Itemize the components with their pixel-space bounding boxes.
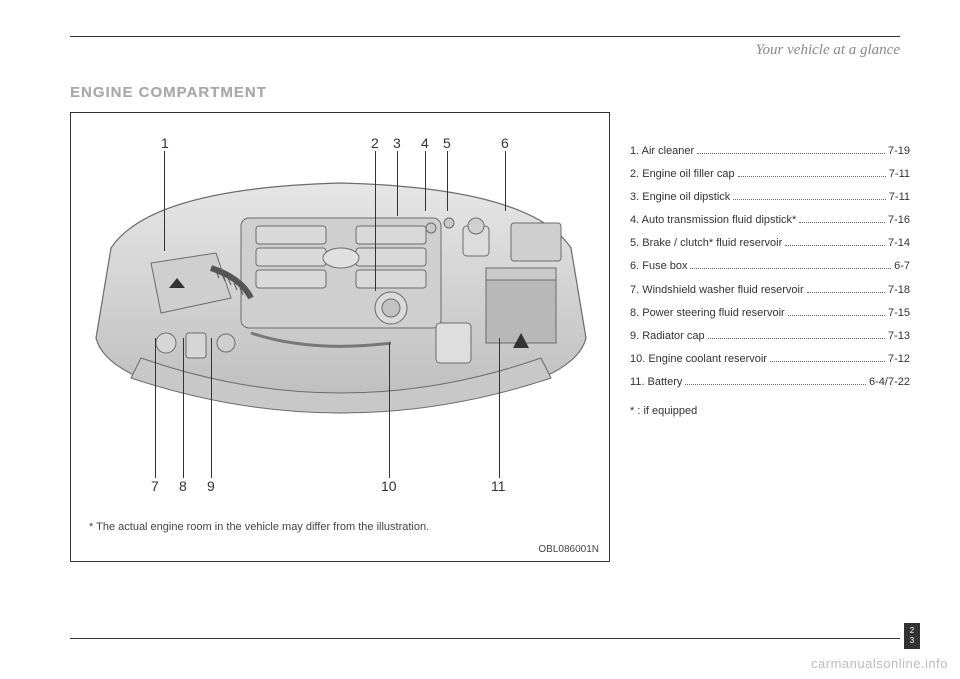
- dot-leader: [697, 153, 885, 154]
- dot-leader: [799, 222, 885, 223]
- callout-8: 8: [179, 478, 187, 494]
- list-item: 4. Auto transmission fluid dipstick* 7-16: [630, 209, 910, 232]
- list-item: 5. Brake / clutch* fluid reservoir 7-14: [630, 232, 910, 255]
- section-label: Your vehicle at a glance: [756, 42, 900, 59]
- callout-6: 6: [501, 135, 509, 151]
- leader-line: [211, 338, 212, 478]
- list-label: 11. Battery: [630, 371, 682, 394]
- dot-leader: [785, 245, 885, 246]
- list-item: 8. Power steering fluid reservoir 7-15: [630, 302, 910, 325]
- list-page: 7-12: [888, 348, 910, 371]
- list-page: 7-11: [889, 186, 910, 209]
- list-page: 7-14: [888, 232, 910, 255]
- leader-line: [375, 151, 376, 291]
- list-label: 8. Power steering fluid reservoir: [630, 302, 785, 325]
- list-item: 6. Fuse box 6-7: [630, 255, 910, 278]
- section-title: ENGINE COMPARTMENT: [70, 84, 267, 101]
- list-label: 7. Windshield washer fluid reservoir: [630, 279, 804, 302]
- header-rule: [70, 36, 900, 37]
- leader-line: [164, 151, 165, 251]
- list-label: 9. Radiator cap: [630, 325, 705, 348]
- callout-5: 5: [443, 135, 451, 151]
- leader-line: [499, 338, 500, 478]
- list-item: 9. Radiator cap 7-13: [630, 325, 910, 348]
- footer-rule: [70, 638, 900, 639]
- list-label: 2. Engine oil filler cap: [630, 163, 735, 186]
- callout-7: 7: [151, 478, 159, 494]
- dot-leader: [708, 338, 885, 339]
- leader-line: [425, 151, 426, 211]
- list-footnote: * : if equipped: [630, 400, 910, 423]
- list-label: 5. Brake / clutch* fluid reservoir: [630, 232, 782, 255]
- engine-figure: 1 2 3 4 5 6 7 8 9 10 11 * The actual eng…: [70, 112, 610, 562]
- list-label: 6. Fuse box: [630, 255, 687, 278]
- dot-leader: [685, 384, 866, 385]
- list-item: 10. Engine coolant reservoir 7-12: [630, 348, 910, 371]
- list-item: 11. Battery 6-4/7-22: [630, 371, 910, 394]
- callout-4: 4: [421, 135, 429, 151]
- list-item: 1. Air cleaner 7-19: [630, 140, 910, 163]
- callout-2: 2: [371, 135, 379, 151]
- list-page: 6-4/7-22: [869, 371, 910, 394]
- manual-page: Your vehicle at a glance ENGINE COMPARTM…: [0, 0, 960, 679]
- page-tab-page: 3: [904, 636, 920, 646]
- leader-line: [183, 338, 184, 478]
- page-tab: 2 3: [904, 623, 920, 649]
- list-label: 3. Engine oil dipstick: [630, 186, 730, 209]
- list-page: 6-7: [894, 255, 910, 278]
- list-item: 7. Windshield washer fluid reservoir 7-18: [630, 279, 910, 302]
- leader-line: [397, 151, 398, 216]
- leader-line: [389, 343, 390, 478]
- dot-leader: [738, 176, 886, 177]
- callout-11: 11: [491, 478, 506, 494]
- dot-leader: [788, 315, 885, 316]
- list-page: 7-15: [888, 302, 910, 325]
- callout-10: 10: [381, 478, 397, 494]
- callout-3: 3: [393, 135, 401, 151]
- list-item: 3. Engine oil dipstick 7-11: [630, 186, 910, 209]
- watermark: carmanualsonline.info: [811, 656, 948, 671]
- dot-leader: [807, 292, 885, 293]
- dot-leader: [690, 268, 891, 269]
- list-page: 7-19: [888, 140, 910, 163]
- leader-line: [505, 151, 506, 211]
- dot-leader: [770, 361, 885, 362]
- callout-9: 9: [207, 478, 215, 494]
- list-item: 2. Engine oil filler cap 7-11: [630, 163, 910, 186]
- callout-1: 1: [161, 135, 169, 151]
- parts-list: 1. Air cleaner 7-19 2. Engine oil filler …: [630, 140, 910, 423]
- leader-line: [155, 338, 156, 478]
- list-page: 7-16: [888, 209, 910, 232]
- figure-caption: * The actual engine room in the vehicle …: [89, 521, 429, 533]
- list-label: 10. Engine coolant reservoir: [630, 348, 767, 371]
- figure-code: OBL086001N: [538, 544, 599, 555]
- list-page: 7-13: [888, 325, 910, 348]
- list-page: 7-11: [889, 163, 910, 186]
- list-page: 7-18: [888, 279, 910, 302]
- page-tab-chapter: 2: [904, 626, 920, 636]
- leader-line: [447, 151, 448, 211]
- list-label: 4. Auto transmission fluid dipstick*: [630, 209, 796, 232]
- list-label: 1. Air cleaner: [630, 140, 694, 163]
- dot-leader: [733, 199, 886, 200]
- engine-illustration: [91, 168, 591, 428]
